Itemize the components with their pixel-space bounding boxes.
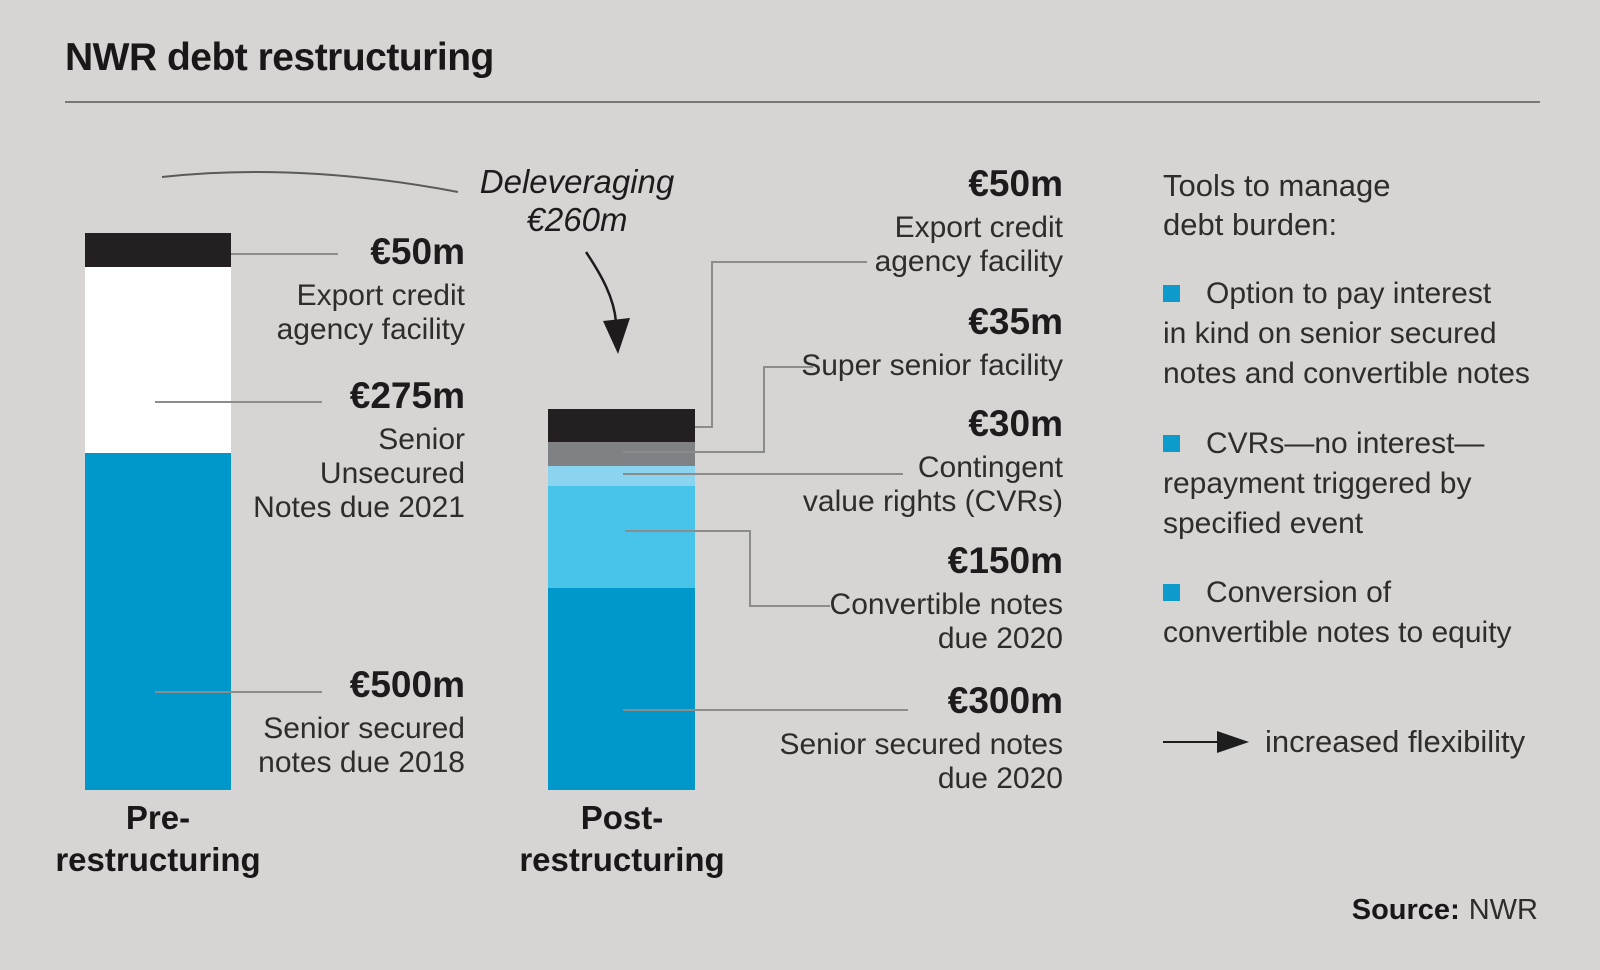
segment-value: €300m [947,680,1063,721]
segment-label-pre-secured: €500m Senior secured notes due 2018 [135,664,465,780]
segment-label-line: Senior secured notes [779,728,1063,761]
source-note: Source: NWR [1352,894,1538,927]
connector-line [231,253,338,255]
increased-flexibility-note: increased flexibility [1163,724,1525,760]
connector-line [623,473,903,475]
tool-text-line: repayment triggered by [1163,467,1472,500]
deleveraging-amount: €260m [526,201,628,238]
source-value: NWR [1468,894,1538,926]
deleveraging-annotation: Deleveraging €260m [427,163,727,239]
segment-label-line: Senior secured [263,712,465,745]
connector-line [695,426,713,428]
tools-heading: Tools to manage debt burden: [1163,166,1390,244]
bar-segment-€275m [85,266,231,453]
tool-item-cvrs: CVRs—no interest— repayment triggered by… [1163,424,1553,544]
segment-label-post-cvr: €30m Contingent value rights (CVRs) [733,403,1063,519]
source-prefix: Source: [1351,894,1460,926]
bar-segment-€50m [548,408,695,443]
bar-segment-€300m [548,587,695,790]
bullet-square-icon [1163,435,1180,452]
segment-value: €35m [968,301,1063,342]
axis-label-line: Post- [580,799,664,836]
segment-value: €50m [370,231,465,272]
segment-label-line: Contingent [917,451,1063,484]
deleveraging-pointer-curve [161,171,459,193]
segment-label-line: Unsecured [319,457,465,490]
segment-value: €275m [349,375,465,416]
segment-value: €500m [349,664,465,705]
segment-value: €50m [968,163,1063,204]
deleveraging-arrow-curve [584,251,618,323]
bar-segment-€50m [85,233,231,267]
bullet-square-icon [1163,285,1180,302]
tool-text: Option to pay interest [1206,277,1492,310]
tool-item-conversion: Conversion of convertible notes to equit… [1163,573,1553,653]
axis-label-line: restructuring [519,841,725,878]
connector-line [711,261,713,428]
connector-line [711,261,867,263]
segment-label-pre-eca: €50m Export credit agency facility [135,231,465,347]
deleveraging-arrowhead-icon [603,318,630,354]
connector-line [625,530,751,532]
connector-line [623,451,765,453]
segment-label-line: Super senior facility [801,349,1063,382]
segment-label-post-convertible: €150m Convertible notes due 2020 [733,540,1063,656]
connector-line [749,530,751,607]
segment-label-post-secured: €300m Senior secured notes due 2020 [733,680,1063,796]
deleveraging-label: Deleveraging [479,163,675,200]
segment-label-post-eca: €50m Export credit agency facility [733,163,1063,279]
segment-label-line: due 2020 [937,762,1063,795]
title-rule [65,101,1540,103]
segment-label-line: agency facility [276,313,465,346]
right-arrow-icon [1163,741,1217,743]
segment-label-line: Export credit [894,211,1063,244]
tool-text-line: CVRs—no interest— [1163,424,1553,464]
arrow-note-text: increased flexibility [1265,724,1526,759]
bullet-square-icon [1163,584,1180,601]
connector-line [763,366,765,453]
axis-label-pre-restructuring: Pre- restructuring [38,797,278,881]
segment-label-line: Notes due 2021 [253,491,465,524]
axis-label-line: Pre- [125,799,191,836]
axis-label-line: restructuring [55,841,261,878]
bar-segment-€500m [85,452,231,790]
segment-value: €30m [968,403,1063,444]
pre-restructuring-bar [85,233,231,790]
tool-text-line: Option to pay interest [1163,274,1553,314]
tool-text-line: in kind on senior secured [1163,317,1497,350]
axis-label-post-restructuring: Post- restructuring [502,797,742,881]
tool-text-line: Conversion of [1163,573,1553,613]
right-arrowhead-icon [1217,731,1249,753]
tools-heading-line: Tools to manage [1163,168,1391,203]
bar-segment-€30m [548,466,695,487]
bar-segment-€150m [548,486,695,588]
segment-label-line: notes due 2018 [258,746,465,779]
segment-label-line: due 2020 [937,622,1063,655]
tool-text-line: specified event [1163,507,1364,540]
post-restructuring-bar [548,408,695,790]
segment-label-line: value rights (CVRs) [802,485,1063,518]
connector-line [155,691,322,693]
tools-heading-line: debt burden: [1163,207,1338,242]
segment-label-line: Convertible notes [829,588,1063,621]
segment-value: €150m [947,540,1063,581]
page-title: NWR debt restructuring [65,36,494,79]
connector-line [155,401,322,403]
tool-text: Conversion of [1206,576,1392,609]
connector-line [763,366,813,368]
tool-item-pay-in-kind: Option to pay interest in kind on senior… [1163,274,1553,394]
segment-label-post-super-senior: €35m Super senior facility [733,301,1063,383]
segment-label-line: agency facility [874,245,1063,278]
segment-label-pre-unsecured: €275m Senior Unsecured Notes due 2021 [135,375,465,525]
tool-text-line: notes and convertible notes [1163,357,1530,390]
tool-text: CVRs—no interest— [1206,427,1485,460]
connector-line [623,709,908,711]
bar-segment-€35m [548,442,695,466]
segment-label-line: Export credit [296,279,465,312]
segment-label-line: Senior [378,423,465,456]
tool-text-line: convertible notes to equity [1163,616,1512,649]
connector-line [749,605,830,607]
